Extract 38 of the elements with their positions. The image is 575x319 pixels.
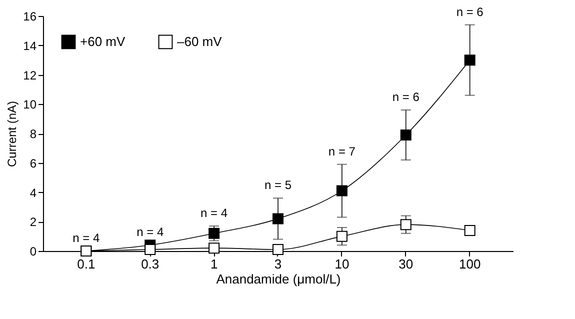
legend-label: +60 mV (80, 34, 126, 49)
y-tick-label: 14 (23, 38, 37, 53)
annotation: n = 6 (392, 90, 420, 104)
annotation: n = 7 (328, 144, 356, 158)
y-tick-label: 2 (30, 215, 37, 230)
x-tick-label: 0.3 (141, 256, 160, 272)
point (464, 54, 476, 66)
y-tick-label: 4 (30, 186, 37, 200)
annotation: n = 4 (72, 231, 100, 245)
point (208, 242, 220, 254)
x-tick-label: 100 (458, 256, 481, 272)
annotation: n = 4 (200, 206, 228, 220)
legend-label: –60 mV (177, 34, 222, 49)
y-tick-label: 16 (23, 10, 37, 24)
point (208, 228, 220, 239)
point (336, 230, 348, 242)
x-tick-label: 10 (334, 256, 350, 272)
y-tick-label: 0 (30, 244, 37, 258)
point (464, 224, 476, 236)
y-tick-label: 12 (23, 68, 37, 82)
point (272, 244, 284, 256)
y-axis-title: Current (nA) (5, 100, 20, 168)
y-tick-label: 6 (30, 156, 37, 170)
point (336, 185, 348, 196)
annotation: n = 5 (264, 178, 292, 192)
annotation: n = 6 (456, 4, 484, 19)
point (144, 244, 156, 256)
x-axis-title: Anandamide (μmol/L) (216, 272, 341, 286)
point (272, 213, 284, 224)
x-tick-label: 1 (210, 256, 218, 272)
y-tick-label: 10 (23, 98, 37, 112)
y-tick-label: 8 (30, 127, 37, 141)
point (400, 129, 412, 140)
annotation: n = 4 (136, 225, 164, 240)
x-tick-label: 0.1 (77, 256, 96, 272)
x-tick-label: 3 (274, 256, 282, 272)
point (400, 219, 412, 230)
x-tick-label: 30 (398, 256, 414, 272)
